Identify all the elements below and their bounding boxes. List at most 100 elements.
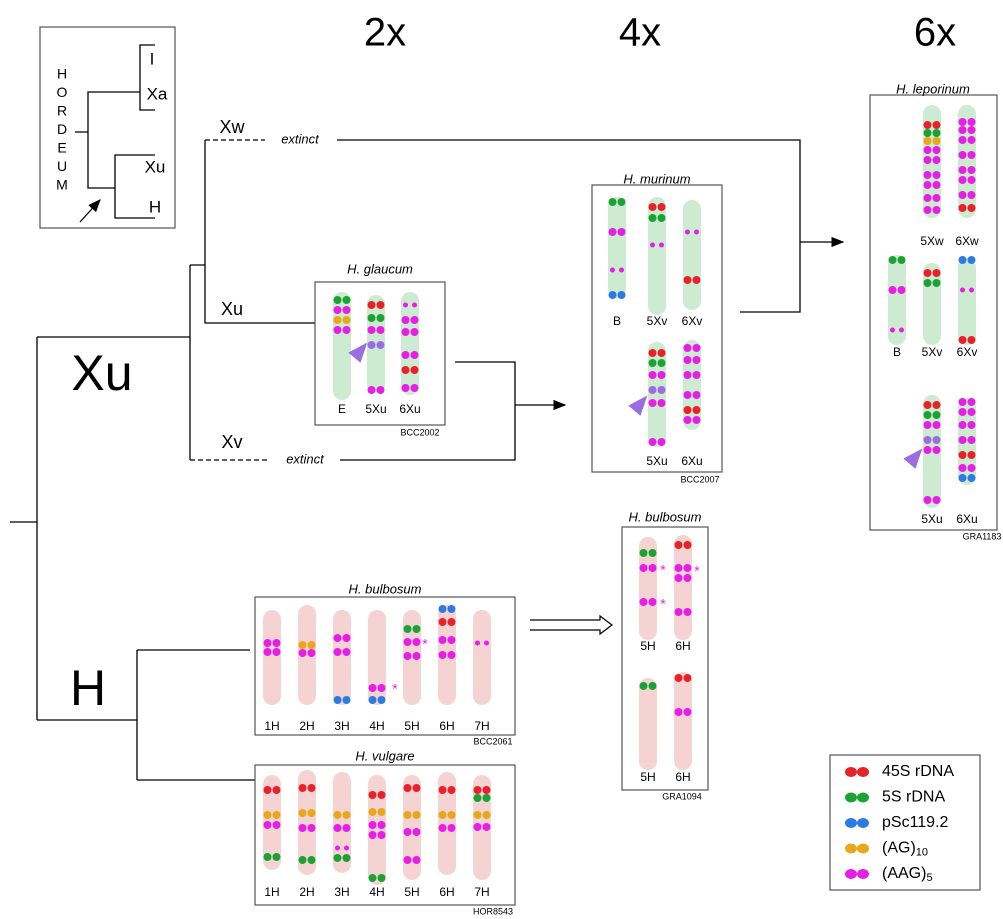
fish-signal xyxy=(933,171,941,179)
fish-signal xyxy=(968,166,976,174)
legend-swatch xyxy=(857,844,869,854)
fish-signal xyxy=(693,391,701,399)
chromosome-body xyxy=(333,610,351,705)
fish-signal xyxy=(299,856,307,864)
fish-signal xyxy=(658,438,666,446)
fish-signal xyxy=(684,541,692,549)
fish-signal xyxy=(448,651,456,659)
legend-swatch xyxy=(845,818,857,828)
fish-signal xyxy=(377,386,385,394)
inset-leaf: I xyxy=(150,49,155,68)
fish-signal xyxy=(343,316,351,324)
fish-signal xyxy=(334,296,342,304)
chromosome-label: 1H xyxy=(264,719,279,733)
chromosome-body xyxy=(473,610,491,705)
chromosome xyxy=(639,678,657,770)
legend-swatch xyxy=(857,793,869,803)
fish-signal xyxy=(959,398,967,406)
fish-signal xyxy=(640,598,648,606)
fish-signal xyxy=(448,824,456,832)
fish-signal xyxy=(684,391,692,399)
fish-signal xyxy=(649,359,657,367)
inset-leaf: Xu xyxy=(145,157,166,176)
chromosome xyxy=(608,197,626,299)
fish-signal xyxy=(308,856,316,864)
panel-title: H. glaucum xyxy=(347,261,413,276)
fish-signal xyxy=(343,648,351,656)
fish-signal xyxy=(308,784,316,792)
genus-letter: U xyxy=(57,158,67,174)
fish-signal xyxy=(378,684,386,692)
chromosome xyxy=(263,775,281,870)
fish-signal xyxy=(675,708,683,716)
fish-signal xyxy=(404,784,412,792)
fish-signal xyxy=(474,794,482,802)
fish-signal xyxy=(273,821,281,829)
chromosome xyxy=(438,605,456,705)
fish-signal xyxy=(439,811,447,819)
fish-signal xyxy=(924,411,932,419)
asterisk: * xyxy=(392,681,398,697)
asterisk: * xyxy=(660,596,666,612)
fish-signal xyxy=(933,269,941,277)
fish-signal xyxy=(640,549,648,557)
chromosome xyxy=(438,772,456,875)
fish-signal xyxy=(649,438,657,446)
fish-signal xyxy=(334,648,342,656)
fish-signal xyxy=(924,171,932,179)
fish-signal xyxy=(377,301,385,309)
fish-signal xyxy=(684,574,692,582)
fish-signal xyxy=(334,306,342,314)
chromosome xyxy=(473,775,491,880)
fish-signal xyxy=(344,846,349,851)
fish-signal xyxy=(685,230,690,235)
fish-signal xyxy=(378,821,386,829)
fish-signal xyxy=(969,288,974,293)
asterisk: * xyxy=(660,562,666,578)
fish-signal xyxy=(439,605,447,613)
fish-signal xyxy=(474,823,482,831)
chromosome-body xyxy=(648,342,666,447)
fish-signal xyxy=(924,446,932,454)
fish-signal xyxy=(889,286,897,294)
fish-signal xyxy=(659,243,664,248)
chromosome-label: B xyxy=(613,314,621,328)
chromosome xyxy=(683,200,701,310)
fish-signal xyxy=(264,639,272,647)
fish-signal xyxy=(933,206,941,214)
ploidy-header: 6x xyxy=(914,11,956,55)
branch-label: Xw xyxy=(219,117,245,137)
fish-signal xyxy=(411,328,419,336)
chromosome-label: 6H xyxy=(439,719,454,733)
fish-signal xyxy=(933,436,941,444)
fish-signal xyxy=(448,618,456,626)
chromosome-label: 2H xyxy=(299,885,314,899)
genus-letter: M xyxy=(56,177,68,193)
chromosome-label: 3H xyxy=(334,719,349,733)
chromosome-label: 6Xu xyxy=(399,402,420,416)
chromosome xyxy=(333,610,351,705)
legend-text: (AAG) xyxy=(882,865,926,882)
chromosome-label: 5H xyxy=(404,719,419,733)
chromosome xyxy=(674,535,692,640)
fish-signal xyxy=(474,786,482,794)
fish-signal xyxy=(693,416,701,424)
fish-signal xyxy=(649,682,657,690)
fish-signal xyxy=(933,194,941,202)
fish-signal xyxy=(368,341,376,349)
chromosome xyxy=(298,605,316,705)
fish-signal xyxy=(264,786,272,794)
chromosome xyxy=(958,256,976,345)
chromosome-label: 6Xv xyxy=(957,345,978,359)
fish-signal xyxy=(968,474,976,482)
fish-signal xyxy=(334,811,342,819)
fish-signal xyxy=(402,384,410,392)
chromosome-label: 5Xu xyxy=(921,512,942,526)
fish-signal xyxy=(412,303,417,308)
chromosome-label: 5Xu xyxy=(646,454,667,468)
chromosome xyxy=(367,295,385,394)
fish-signal xyxy=(959,204,967,212)
chromosome-label: 6H xyxy=(675,770,690,784)
fish-signal xyxy=(439,636,447,644)
fish-signal xyxy=(959,336,967,344)
